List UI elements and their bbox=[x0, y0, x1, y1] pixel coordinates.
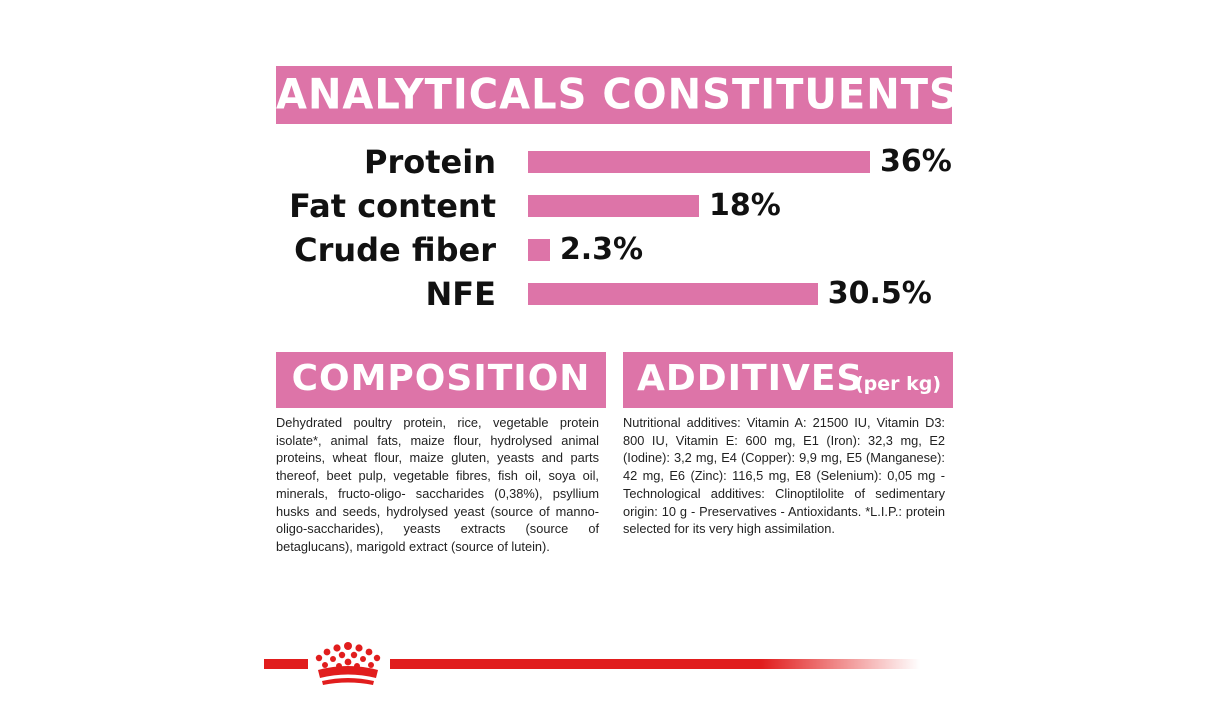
footer-line-right bbox=[390, 659, 920, 669]
footer-line-left bbox=[264, 659, 308, 669]
row-label-protein: Protein bbox=[364, 143, 496, 181]
row-label-nfe: NFE bbox=[425, 275, 497, 313]
composition-banner: COMPOSITION bbox=[276, 352, 606, 408]
row-value-fat: 18% bbox=[709, 188, 781, 223]
additives-text: Nutritional additives: Vitamin A: 21500 … bbox=[623, 415, 945, 537]
bar-protein bbox=[528, 151, 870, 173]
bar-fat bbox=[528, 195, 699, 217]
analytics-banner: ANALYTICALS CONSTITUENTS bbox=[276, 66, 952, 124]
additives-subtitle: (per kg) bbox=[855, 373, 942, 395]
row-label-fat: Fat content bbox=[289, 187, 496, 225]
crown-icon bbox=[315, 642, 381, 685]
composition-title: COMPOSITION bbox=[291, 358, 591, 399]
row-value-protein: 36% bbox=[880, 144, 952, 179]
bar-fiber bbox=[528, 239, 550, 261]
analytics-title: ANALYTICALS CONSTITUENTS bbox=[276, 70, 952, 120]
row-value-fiber: 2.3% bbox=[559, 232, 644, 267]
row-value-nfe: 30.5% bbox=[827, 276, 932, 311]
bar-nfe bbox=[528, 283, 818, 305]
composition-text: Dehydrated poultry protein, rice, vegeta… bbox=[276, 415, 599, 554]
row-label-fiber: Crude fiber bbox=[294, 231, 496, 269]
additives-title: ADDITIVES bbox=[637, 358, 864, 399]
additives-banner: ADDITIVES (per kg) bbox=[623, 352, 953, 408]
